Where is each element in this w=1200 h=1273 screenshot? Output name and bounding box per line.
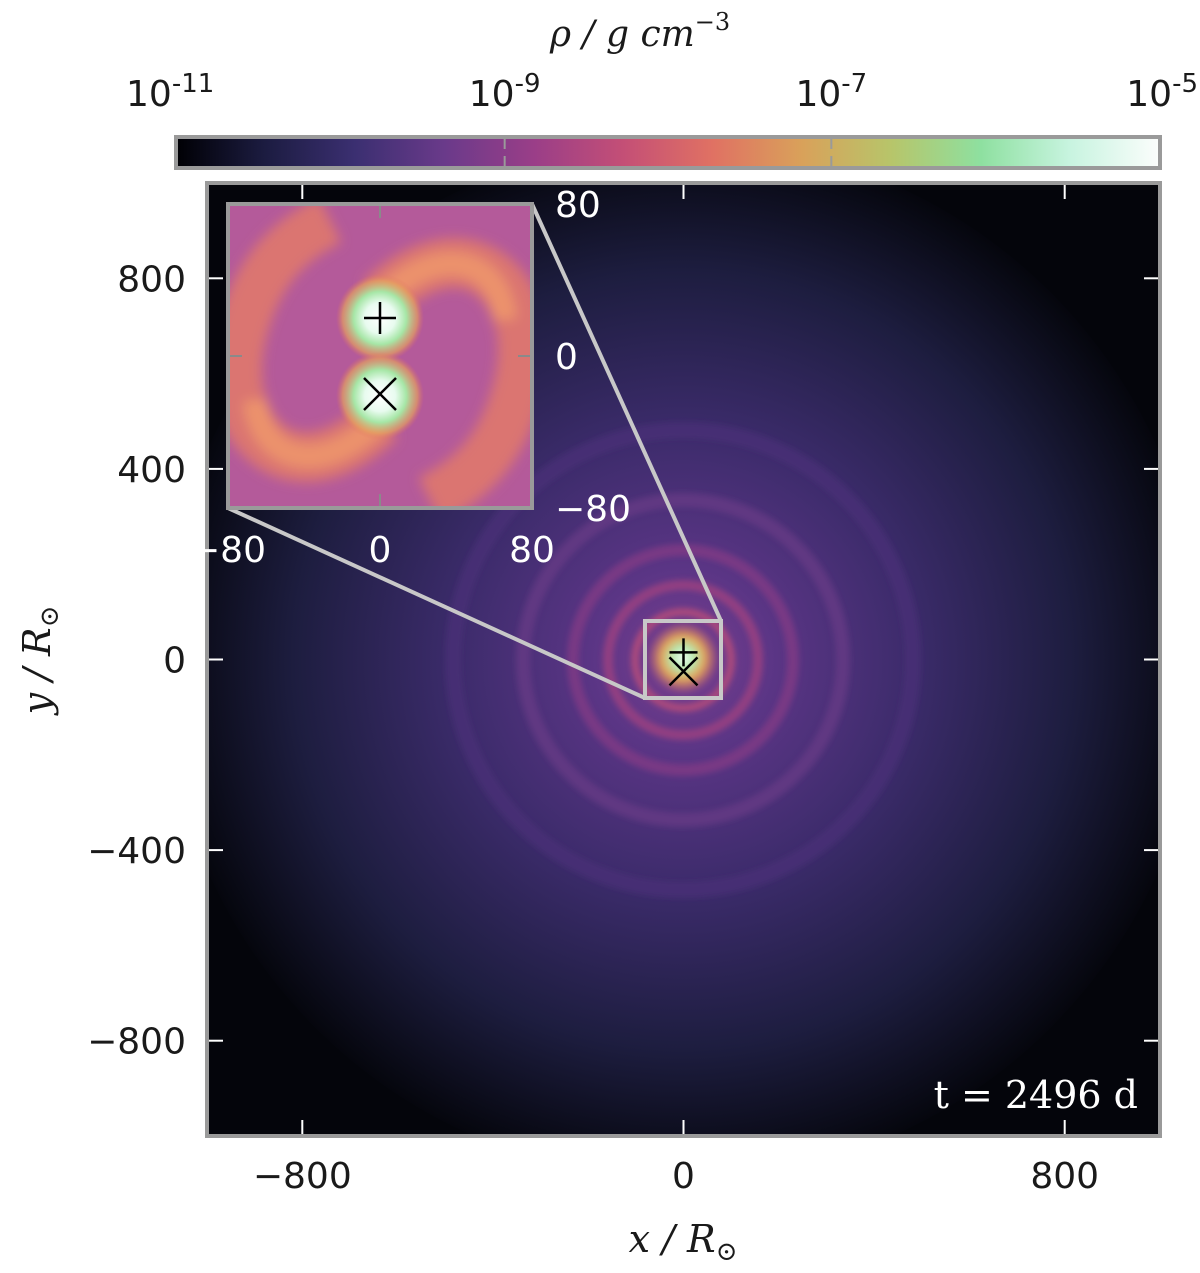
colorbar-tick-label: 10-11 <box>126 69 214 115</box>
colorbar-label: ρ / g cm−3 <box>549 8 730 55</box>
inset-star-lower <box>336 352 424 440</box>
y-tick-label: −800 <box>87 1022 186 1063</box>
plus-marker <box>669 638 698 667</box>
colorbar-label-exponent: −3 <box>695 8 730 36</box>
colorbar-tick-label: 10-5 <box>1126 69 1198 115</box>
main-markers <box>668 638 699 687</box>
inset-markers <box>363 302 397 411</box>
colorbar-tick-labels: 10-11 10-9 10-7 10-5 <box>126 69 1198 115</box>
x-tick-label: −800 <box>253 1156 352 1197</box>
x-tick-label: 800 <box>1030 1156 1099 1197</box>
time-annotation: t = 2496 d <box>934 1073 1138 1117</box>
colorbar-tick-label: 10-9 <box>469 69 541 115</box>
main-tick-marks <box>209 185 1158 1134</box>
zoom-box <box>643 619 723 700</box>
inset-cross-marker <box>363 377 397 411</box>
y-tick-label: −400 <box>87 831 186 872</box>
x-axis-label: x / R⊙ <box>629 1217 738 1267</box>
inset-tick-marks <box>230 206 530 506</box>
inset-panel <box>228 204 532 508</box>
colorbar: ρ / g cm−3 10-11 10-9 10-7 10-5 <box>126 8 1198 170</box>
colorbar-tick-marks <box>503 139 833 166</box>
cross-marker <box>668 656 699 687</box>
inset-x-tick-label: 80 <box>509 530 555 571</box>
zoom-connectors <box>227 203 723 700</box>
y-axis-label: y / R⊙ <box>15 606 65 717</box>
y-tick-labels: −800 −400 0 400 800 <box>87 259 186 1062</box>
main-frame <box>205 181 1162 1138</box>
inset-x-tick-label: 0 <box>369 530 392 571</box>
colorbar-bar <box>174 135 1162 170</box>
x-tick-label: 0 <box>672 1156 695 1197</box>
inset-y-tick-label: 0 <box>555 337 578 378</box>
inset-y-tick-labels: 80 0 −80 <box>555 185 631 530</box>
x-tick-labels: −800 0 800 <box>253 1156 1099 1197</box>
inset-y-tick-label: −80 <box>555 489 631 530</box>
inset-y-tick-label: 80 <box>555 185 601 226</box>
colorbar-label-text: ρ / g cm <box>549 14 695 55</box>
inset-frame <box>226 202 534 510</box>
y-tick-label: 400 <box>117 450 186 491</box>
inset-x-tick-labels: −80 0 80 <box>190 530 555 571</box>
y-tick-label: 800 <box>117 259 186 300</box>
y-tick-label: 0 <box>163 641 186 682</box>
inset-x-tick-label: −80 <box>190 530 266 571</box>
inset-plus-marker <box>364 302 396 334</box>
colorbar-tick-label: 10-7 <box>795 69 867 115</box>
spiral-rings <box>445 422 921 898</box>
